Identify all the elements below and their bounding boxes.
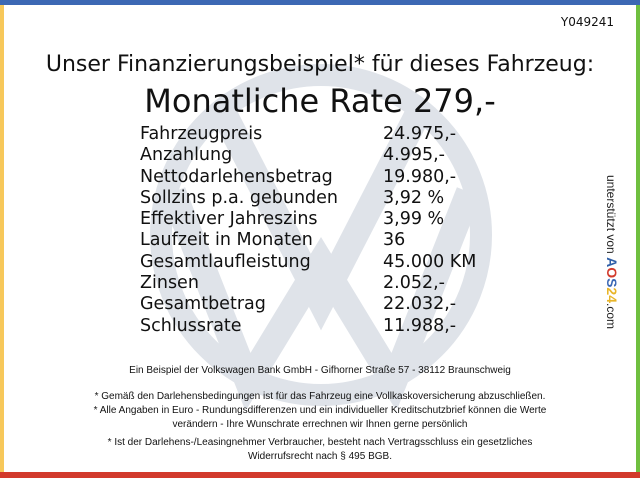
table-row: Schlussrate 11.988,- [140,316,476,337]
footnote-insurance: * Gemäß den Darlehensbedingungen ist für… [94,391,546,402]
footnote-euro: * Alle Angaben in Euro - Rundungsdiffere… [93,405,547,430]
row-label: Gesamtbetrag [140,294,266,315]
row-value: 3,92 % [383,187,445,208]
row-label: Effektiver Jahreszins [140,209,318,230]
row-label: Sollzins p.a. gebunden [140,187,339,208]
row-label: Fahrzeugpreis [140,124,263,144]
row-label: Gesamtlaufleistung [140,251,311,272]
vw-logo-icon [150,64,492,408]
row-label: Laufzeit in Monaten [140,230,313,251]
right-border [636,5,640,472]
row-label: Schlussrate [140,315,242,336]
row-value: 36 [383,230,406,251]
table-row: Laufzeit in Monaten 36 [140,230,476,251]
table-row: Gesamtbetrag 22.032,- [140,294,476,315]
page-title: Unser Finanzierungsbeispiel* für dieses … [45,52,595,77]
row-value: 4.995,- [383,145,445,166]
vehicle-code: Y049241 [560,15,614,29]
supported-by-aos24: unterstützt von AOS24.com [604,175,620,330]
row-label: Nettodarlehensbetrag [140,166,333,187]
table-row: Anzahlung 4.995,- [140,145,476,166]
row-value: 11.988,- [383,315,457,336]
row-value: 2.052,- [383,273,445,294]
row-value: 3,99 % [383,209,445,230]
bank-info: Ein Beispiel der Volkswagen Bank GmbH - … [129,365,511,376]
table-row: Nettodarlehensbetrag 19.980,- [140,167,476,188]
table-row: Zinsen 2.052,- [140,273,476,294]
table-row: Effektiver Jahreszins 3,99 % [140,209,476,230]
row-value: 45.000 KM [383,251,477,272]
table-row: Sollzins p.a. gebunden 3,92 % [140,188,476,209]
footnote-withdrawal: * Ist der Darlehens-/Leasingnehmer Verbr… [107,437,533,462]
left-border [0,5,4,472]
table-row: Gesamtlaufleistung 45.000 KM [140,252,476,273]
table-row: Fahrzeugpreis 24.975,- [140,124,476,145]
top-border [0,0,640,5]
finance-table: Fahrzeugpreis 24.975,- Anzahlung 4.995,- N… [140,124,476,337]
row-value: 22.032,- [383,294,457,315]
row-label: Zinsen [140,273,199,294]
bottom-border [0,472,640,478]
monthly-rate-headline: Monatliche Rate 279,- [144,82,496,120]
row-label: Anzahlung [140,145,233,166]
row-value: 24.975,- [383,124,457,144]
row-value: 19.980,- [383,166,457,187]
